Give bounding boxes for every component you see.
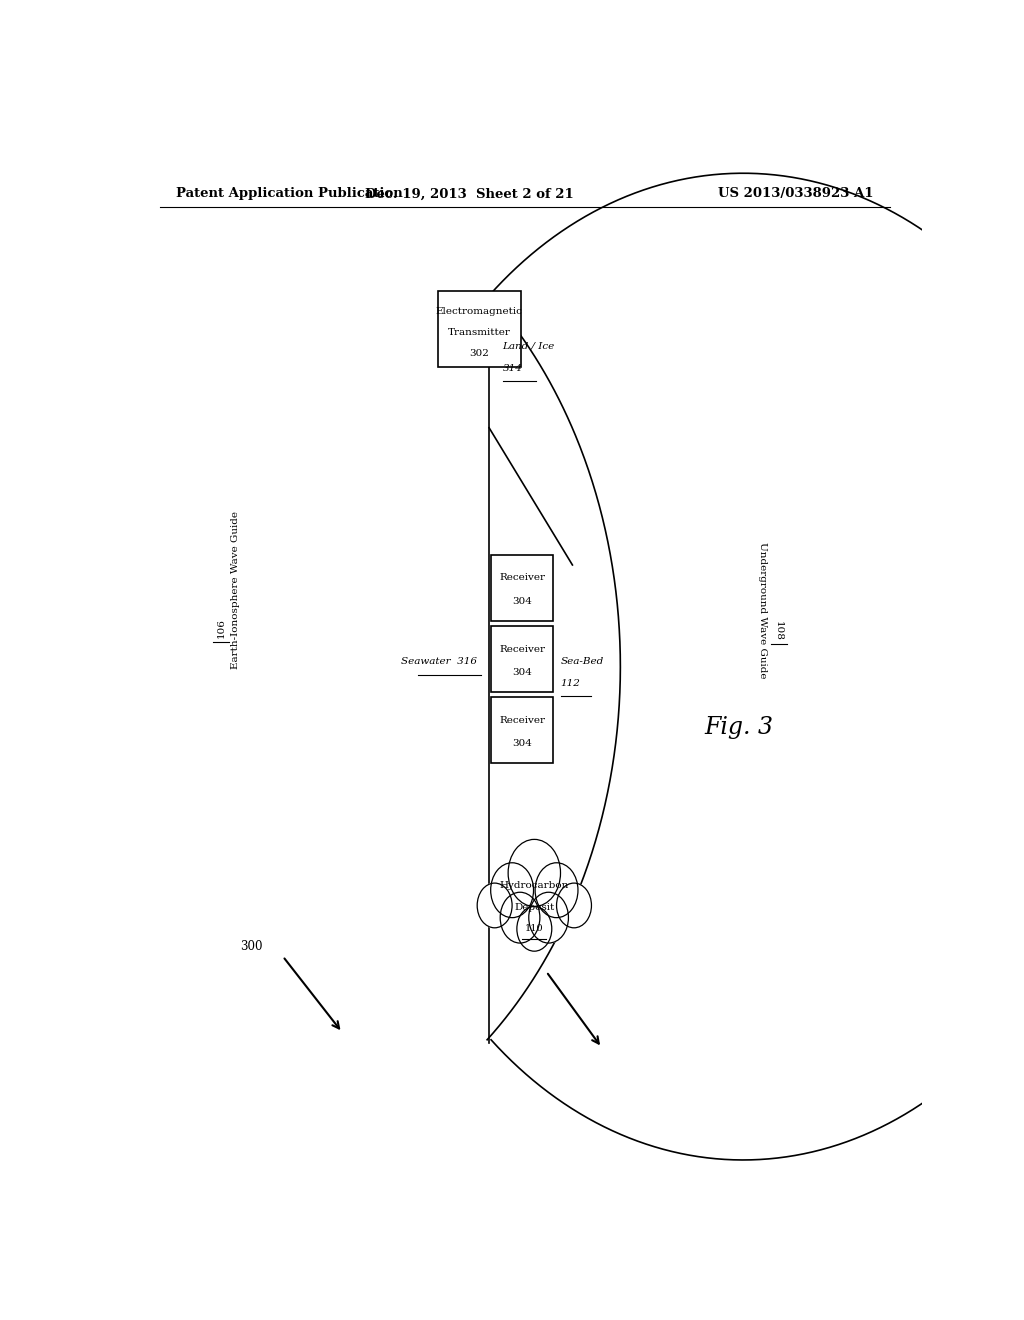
Text: Receiver: Receiver xyxy=(500,573,546,582)
Circle shape xyxy=(477,883,512,928)
Text: 300: 300 xyxy=(240,940,262,953)
Circle shape xyxy=(500,892,540,942)
Text: 314: 314 xyxy=(503,364,522,374)
FancyBboxPatch shape xyxy=(492,554,553,620)
Text: Seawater  316: Seawater 316 xyxy=(401,657,477,667)
Text: 110: 110 xyxy=(525,924,544,933)
Circle shape xyxy=(557,883,592,928)
Text: Dec. 19, 2013  Sheet 2 of 21: Dec. 19, 2013 Sheet 2 of 21 xyxy=(365,187,573,201)
FancyBboxPatch shape xyxy=(437,290,521,367)
Circle shape xyxy=(536,863,578,917)
Text: Electromagnetic: Electromagnetic xyxy=(436,308,522,317)
Circle shape xyxy=(517,907,552,952)
Circle shape xyxy=(508,840,560,907)
Text: 302: 302 xyxy=(469,348,489,358)
Text: 112: 112 xyxy=(560,680,581,688)
Text: Sea-Bed: Sea-Bed xyxy=(560,657,604,667)
Text: 304: 304 xyxy=(512,668,532,677)
Text: Earth-Ionosphere Wave Guide: Earth-Ionosphere Wave Guide xyxy=(230,511,240,669)
Text: Patent Application Publication: Patent Application Publication xyxy=(176,187,402,201)
Circle shape xyxy=(490,863,534,917)
Text: US 2013/0338923 A1: US 2013/0338923 A1 xyxy=(719,187,873,201)
Text: 304: 304 xyxy=(512,597,532,606)
FancyBboxPatch shape xyxy=(492,697,553,763)
Text: Hydrocarbon: Hydrocarbon xyxy=(500,880,569,890)
Text: 304: 304 xyxy=(512,739,532,748)
FancyBboxPatch shape xyxy=(492,626,553,692)
Text: Transmitter: Transmitter xyxy=(447,327,511,337)
Text: 108: 108 xyxy=(774,622,783,642)
Text: 106: 106 xyxy=(216,618,225,638)
Circle shape xyxy=(528,892,568,942)
Text: Deposit: Deposit xyxy=(514,903,554,912)
Text: Land / Ice: Land / Ice xyxy=(503,342,555,351)
Text: Receiver: Receiver xyxy=(500,715,546,725)
Text: Fig. 3: Fig. 3 xyxy=(705,715,773,739)
Text: Receiver: Receiver xyxy=(500,644,546,653)
Text: Underground Wave Guide: Underground Wave Guide xyxy=(759,543,767,678)
